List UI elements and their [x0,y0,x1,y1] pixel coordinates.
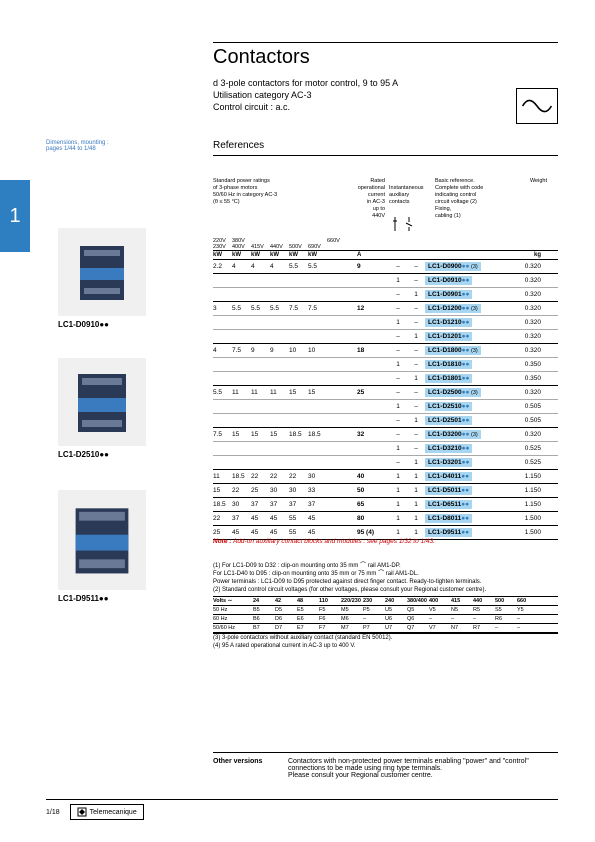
product-3-image [58,490,146,590]
kwrow-cell [425,251,507,259]
kwrow-cell: kg [507,251,541,259]
other-rule [213,752,558,753]
title-rule [213,42,558,43]
reference-code: LC1-D8011●● [425,514,472,523]
reference-code: LC1-D9511●● [425,528,472,537]
page-number: 1/18 [46,809,60,816]
table-row: –1LC1-D0901●●0.320 [213,288,558,302]
reference-code: LC1-D2500●● (3) [425,388,481,397]
reference-code: LC1-D1810●● [425,360,472,369]
table-row: 35.55.55.57.57.512––LC1-D1200●● (3)0.320 [213,302,558,316]
reference-code: LC1-D4011●● [425,472,472,481]
reference-code: LC1-D1200●● (3) [425,304,481,313]
table-row: 1118.5222222304011LC1-D4011●●1.150 [213,470,558,484]
table-row: 1–LC1-D3210●●0.525 [213,442,558,456]
reference-code: LC1-D5011●● [425,486,472,495]
table-row: 1–LC1-D1810●●0.350 [213,358,558,372]
reference-code: LC1-D1210●● [425,318,472,327]
reference-code: LC1-D0910●● [425,276,472,285]
other-versions: Other versions Contactors with non-prote… [213,758,558,779]
hdr-basic: Basic reference. Complete with code indi… [435,178,517,236]
reference-code: LC1-D1201●● [425,332,472,341]
kwrow-cell: kW [232,251,251,259]
other-text: Contactors with non-protected power term… [288,758,558,779]
kwrow-cell [327,251,357,259]
subtitle-2: Utilisation category AC-3 [213,90,312,100]
table-row: 1–LC1-D2510●●0.505 [213,400,558,414]
product-1: LC1-D0910●● [58,228,146,329]
kwrow-cell: kW [213,251,232,259]
dimensions-note: Dimensions, mounting : pages 1/44 to 1/4… [46,140,109,152]
reference-code: LC1-D0901●● [425,290,472,299]
hdr-rated: Rated operational current in AC-3 up to … [327,178,389,236]
kwrow-cell: kW [289,251,308,259]
kw-row: kWkWkWkWkWkWAkg [213,250,558,260]
table-row: 18.530373737376511LC1-D6511●●1.150 [213,498,558,512]
reference-code: LC1-D1800●● (3) [425,346,481,355]
product-2: LC1-D2510●● [58,358,146,459]
vhdr-cell [327,244,357,250]
product-2-caption: LC1-D2510●● [58,450,146,459]
vhdr-cell: 230V [213,244,232,250]
product-3: LC1-D9511●● [58,490,146,603]
vhdr-cell: 500V [289,244,308,250]
kwrow-cell [389,251,407,259]
subtitle-1: d 3-pole contactors for motor control, 9… [213,78,398,88]
ac-symbol [516,88,558,124]
note-line: Note : Add-on auxiliary contact blocks a… [213,538,558,545]
table-row: –1LC1-D3201●●0.525 [213,456,558,470]
table-row: 1–LC1-D1210●●0.320 [213,316,558,330]
references-rule [213,155,558,156]
reference-code: LC1-D3210●● [425,444,472,453]
hdr-power: Standard power ratings of 3-phase motors… [213,178,327,236]
table-row: 5.5111111151525––LC1-D2500●● (3)0.320 [213,386,558,400]
footnotes-1: (1) For LC1-D09 to D32 : clip-on mountin… [213,562,558,594]
table-header: Standard power ratings of 3-phase motors… [213,178,558,238]
product-1-caption: LC1-D0910●● [58,320,146,329]
vhdr-cell: 415V [251,244,270,250]
hdr-aux: Instantaneous auxiliary contacts [389,178,435,236]
dim-note-line2: pages 1/44 to 1/48 [46,146,109,152]
vhdr-cell: 690V [308,244,327,250]
table-row: 2237454555458011LC1-D8011●●1.500 [213,512,558,526]
table-row: 1–LC1-D0910●●0.320 [213,274,558,288]
table-row: –1LC1-D1801●●0.350 [213,372,558,386]
reference-code: LC1-D0900●● (3) [425,262,481,271]
voltage-table: Volts ∼244248110220/230230240380/4004004… [213,596,558,634]
table-row: 47.599101018––LC1-D1800●● (3)0.320 [213,344,558,358]
references-heading: References [213,140,264,151]
kwrow-cell: kW [270,251,289,259]
table-row: 2.24445.55.59––LC1-D0900●● (3)0.320 [213,260,558,274]
kwrow-cell: kW [251,251,270,259]
reference-code: LC1-D3200●● (3) [425,430,481,439]
page-title: Contactors [213,46,310,69]
section-tab: 1 [0,180,30,252]
footnotes-2: (3) 3-pole contactors without auxiliary … [213,634,558,650]
hdr-weight: Weight [517,178,551,236]
product-2-image [58,358,146,446]
reference-code: LC1-D2501●● [425,416,472,425]
vhdr-cell: 440V [270,244,289,250]
reference-code: LC1-D1801●● [425,374,472,383]
table-row: –1LC1-D1201●●0.320 [213,330,558,344]
subtitle-3: Control circuit : a.c. [213,102,290,112]
page-footer: 1/18 Telemecanique [46,799,558,820]
kwrow-cell: kW [308,251,327,259]
other-label: Other versions [213,758,288,779]
brand-logo: Telemecanique [70,804,144,820]
table-row: –1LC1-D2501●●0.505 [213,414,558,428]
kwrow-cell [407,251,425,259]
note-em: Note : [213,538,231,545]
reference-code: LC1-D3201●● [425,458,472,467]
note-rest: Add-on auxiliary contact blocks and modu… [231,538,435,545]
reference-code: LC1-D2510●● [425,402,472,411]
spec-table: Standard power ratings of 3-phase motors… [213,178,558,540]
reference-code: LC1-D6511●● [425,500,472,509]
product-1-image [58,228,146,316]
product-3-caption: LC1-D9511●● [58,594,146,603]
kwrow-cell: A [357,251,389,259]
table-row: 7.515151518.518.532––LC1-D3200●● (3)0.32… [213,428,558,442]
table-row: 1522253030335011LC1-D5011●●1.150 [213,484,558,498]
vhdr-cell: 400V [232,244,251,250]
